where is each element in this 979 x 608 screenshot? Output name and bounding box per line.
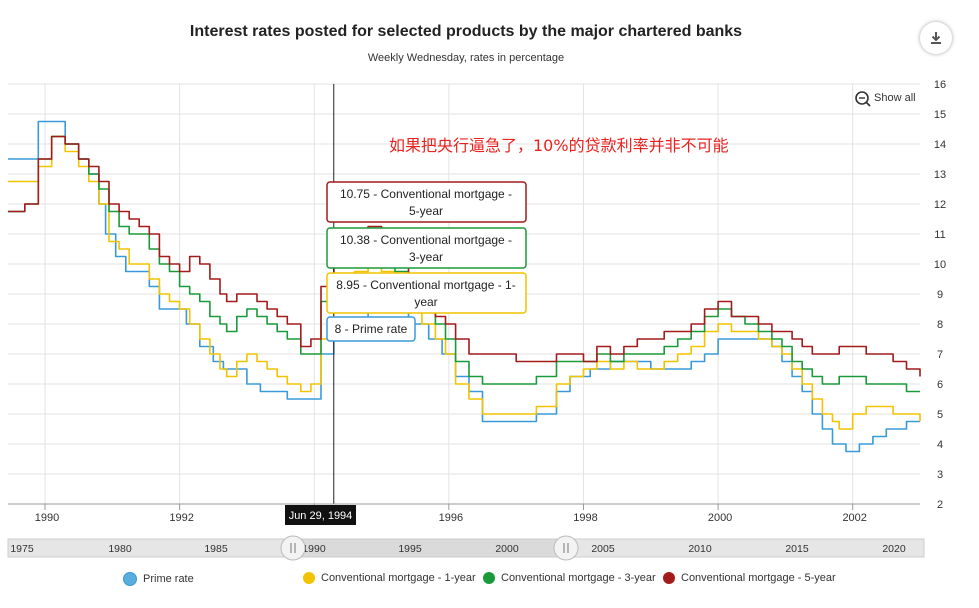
chart-title: Interest rates posted for selected produ… [189, 23, 743, 40]
gridlines [8, 83, 920, 505]
show-all-button[interactable]: Show all [855, 91, 916, 107]
legend-label: Conventional mortgage - 1-year [321, 572, 476, 584]
navigator[interactable]: 1975 1980 1985 1990 1995 2000 2005 2010 2015 2020 [7, 535, 925, 561]
legend-item-3year[interactable]: Conventional mortgage - 3-year [483, 572, 656, 584]
legend-item-prime[interactable]: Prime rate [123, 572, 194, 586]
download-button[interactable] [920, 22, 952, 54]
navigator-selection[interactable] [293, 539, 566, 557]
x-axis: 1990199219941996199820002002 [8, 503, 920, 524]
y-tick-label: 13 [934, 169, 946, 181]
navigator-right-handle[interactable] [553, 535, 579, 561]
y-tick-label: 15 [934, 109, 946, 121]
legend-item-5year[interactable]: Conventional mortgage - 5-year [663, 572, 836, 584]
x-tick-label: 1992 [169, 512, 193, 524]
zoom-out-icon [855, 91, 869, 105]
y-tick-label: 7 [937, 349, 943, 361]
y-tick-label: 6 [937, 379, 943, 391]
y-tick-label: 5 [937, 409, 943, 421]
tooltip-1year: 8.95 - Conventional mortgage - 1- year [326, 272, 527, 314]
navigator-label: 2010 [688, 543, 712, 555]
legend-swatch [123, 572, 137, 586]
legend-swatch [483, 572, 495, 584]
legend-label: Prime rate [143, 573, 194, 585]
navigator-label: 1990 [302, 543, 326, 555]
x-tick-label: 1998 [573, 512, 597, 524]
y-tick-label: 9 [937, 289, 943, 301]
tooltip-5year-line1: 10.75 - Conventional mortgage - [340, 187, 512, 201]
tooltip-3year: 10.38 - Conventional mortgage - 3-year [326, 227, 527, 269]
y-tick-label: 8 [937, 319, 943, 331]
y-tick-label: 12 [934, 199, 946, 211]
tooltip-1year-line1: 8.95 - Conventional mortgage - 1- [336, 278, 515, 292]
x-tick-label: 1996 [439, 512, 463, 524]
tooltip-5year-line2: 5-year [409, 204, 443, 218]
navigator-label: 2000 [495, 543, 519, 555]
legend-label: Conventional mortgage - 5-year [681, 572, 836, 584]
tooltip-prime-line1: 8 - Prime rate [335, 322, 408, 336]
navigator-left-handle[interactable] [280, 535, 306, 561]
y-tick-label: 10 [934, 259, 946, 271]
navigator-label: 2005 [591, 543, 615, 555]
navigator-labels: 1975 1980 1985 1990 1995 2000 2005 2010 2015 2020 [10, 543, 906, 555]
tooltip-3year-line1: 10.38 - Conventional mortgage - [340, 233, 512, 247]
chart-subtitle: Weekly Wednesday, rates in percentage [367, 52, 565, 64]
legend-swatch [303, 572, 315, 584]
navigator-label: 1975 [10, 543, 34, 555]
legend-label: Conventional mortgage - 3-year [501, 572, 656, 584]
show-all-label: Show all [874, 92, 916, 104]
navigator-label: 1980 [108, 543, 132, 555]
legend-item-1year[interactable]: Conventional mortgage - 1-year [303, 572, 476, 584]
navigator-label: 1995 [398, 543, 422, 555]
tooltip-prime: 8 - Prime rate [326, 316, 416, 342]
navigator-label: 1985 [204, 543, 228, 555]
tooltip-3year-line2: 3-year [409, 250, 443, 264]
x-tick-label: 2000 [708, 512, 732, 524]
y-tick-label: 3 [937, 469, 943, 481]
tooltips: 10.75 - Conventional mortgage - 5-year 1… [326, 181, 527, 342]
tooltip-5year: 10.75 - Conventional mortgage - 5-year [326, 181, 527, 223]
x-tick-label: 1990 [35, 512, 59, 524]
y-tick-label: 4 [937, 439, 943, 451]
crosshair-date-text: Jun 29, 1994 [289, 510, 353, 522]
download-icon [931, 32, 941, 44]
tooltip-1year-line2: year [414, 295, 437, 309]
legend: Prime rate Conventional mortgage - 1-yea… [0, 572, 979, 594]
navigator-label: 2015 [785, 543, 809, 555]
y-tick-label: 14 [934, 139, 946, 151]
y-tick-label: 16 [934, 79, 946, 91]
y-tick-label: 11 [934, 229, 945, 241]
y-axis: 2 3 4 5 6 7 8 9 10 11 12 13 14 15 16 [934, 79, 946, 511]
x-tick-label: 2002 [842, 512, 866, 524]
legend-swatch [663, 572, 675, 584]
annotation-text: 如果把央行逼急了，10%的贷款利率并非不可能 [389, 136, 729, 155]
y-tick-label: 2 [937, 499, 943, 511]
crosshair-date-label: Jun 29, 1994 [285, 505, 356, 525]
navigator-label: 2020 [882, 543, 906, 555]
series-line-2 [8, 135, 920, 393]
